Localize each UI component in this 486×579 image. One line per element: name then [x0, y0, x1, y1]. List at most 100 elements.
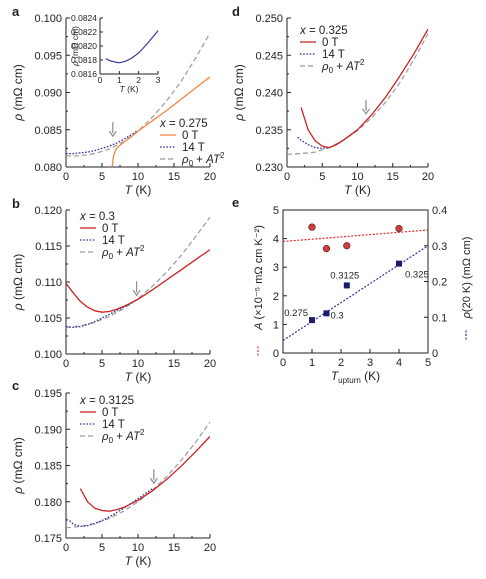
x-tick-label: 20	[204, 358, 216, 370]
y-axis-label: ρ (mΩ cm)	[11, 437, 25, 495]
y-tick-label: 0.185	[34, 461, 62, 473]
series-14T-line	[66, 298, 139, 329]
legend-title: x = 0.3	[79, 211, 115, 223]
series-0T-line	[79, 436, 210, 512]
series-fit-line	[66, 216, 210, 328]
x-axis-unit: (K)	[361, 369, 380, 383]
y-tick-label: 0.190	[34, 424, 62, 436]
x-tick-label: 20	[204, 171, 216, 183]
fit-rho: ρ	[101, 431, 109, 443]
x-axis-label: Tupturn (K)	[331, 369, 380, 385]
y-tick-label: 0.100	[34, 349, 62, 361]
y-tick-label: 0.105	[34, 313, 62, 325]
upturn-arrow-head	[149, 477, 158, 485]
rho20-point	[309, 317, 315, 324]
series-0T-line	[300, 28, 428, 149]
legend-title-var: x	[79, 395, 87, 407]
right-y-tick-label: 0.2	[432, 277, 447, 289]
x-tick-label: 4	[396, 357, 402, 369]
ylabel-symbol: ρ	[70, 61, 80, 67]
left-y-tick-label: 2	[273, 291, 279, 303]
legend-title-var: x	[159, 118, 167, 130]
x-tick-label: 0	[63, 542, 69, 554]
inset-x-symbol: T	[120, 84, 126, 94]
y-tick-label: 0.095	[34, 50, 62, 62]
upturn-arrow-head	[361, 108, 370, 115]
ylabel-unit: (mΩ cm)	[11, 64, 25, 114]
series-fit-line	[287, 33, 428, 155]
point-label: 0.3125	[330, 270, 359, 281]
inset-x-tick-label: 1	[117, 75, 122, 85]
legend-0T-label: 0 T	[102, 223, 118, 235]
legend-fit-label: ρ0 + AT2	[321, 58, 365, 75]
ylabel-symbol: ρ	[11, 303, 25, 311]
y-tick-label: 0.240	[255, 88, 283, 100]
fit-rho: ρ	[101, 247, 109, 259]
x-tick-label: 15	[168, 171, 180, 183]
x-tick-label: 20	[422, 171, 434, 183]
y-tick-label: 0.100	[34, 13, 62, 25]
y-axis-label: ρ (mΩ cm)	[11, 64, 25, 122]
fit-sub: 0	[109, 252, 114, 261]
x-axis-symbol: T	[125, 183, 134, 197]
x-tick-label: 0	[284, 171, 290, 183]
rho20-fit-line	[282, 245, 429, 341]
series-14T-line	[66, 129, 139, 155]
A-point	[395, 224, 403, 233]
legend-14T-label: 14 T	[102, 235, 125, 247]
left-y-label: A (×10⁻⁵ mΩ cm K⁻²)	[253, 225, 265, 331]
point-label: 0.325	[405, 270, 429, 281]
series-14T-line	[69, 488, 153, 528]
x-tick-label: 0	[63, 171, 69, 183]
right-y-tick-label: 0.3	[432, 241, 447, 253]
A-point	[343, 242, 351, 250]
right-y-tick-label: 0.4	[432, 205, 447, 217]
x-tick-label: 5	[99, 358, 105, 370]
legend-0T-label: 0 T	[322, 37, 338, 49]
legend-fit-label: ρ0 + AT2	[181, 151, 225, 168]
x-tick-label: 5	[319, 171, 325, 183]
inset-x-unit: (K)	[125, 84, 139, 94]
y-tick-label: 0.080	[34, 162, 62, 174]
inset-y-tick-label: 0.0818	[71, 55, 97, 65]
series-14T-line	[297, 129, 358, 150]
point-label: 0.275	[284, 308, 308, 319]
inset-x-tick-label: 3	[156, 75, 161, 85]
legend-title-var: x	[299, 25, 307, 37]
fit-plus: +	[113, 247, 126, 259]
x-tick-label: 5	[99, 171, 105, 183]
legend-title-value: = 0.3125	[86, 395, 134, 407]
left-y-unit: (×10⁻⁵ mΩ cm K⁻²)	[253, 225, 265, 322]
panel-label-b: b	[12, 196, 20, 211]
ylabel-symbol: ρ	[11, 487, 25, 495]
left-y-tick-label: 3	[273, 262, 279, 274]
rho20-point	[396, 260, 402, 267]
upturn-arrow-head	[132, 289, 141, 297]
x-tick-label: 15	[387, 171, 399, 183]
inset-x-tick-label: 0	[98, 75, 103, 85]
left-y-label-group: A (×10⁻⁵ mΩ cm K⁻²)	[253, 225, 265, 356]
series-0T-line	[111, 76, 210, 167]
inset-14T-line	[105, 30, 159, 64]
legend-0T-label: 0 T	[102, 407, 118, 419]
x-axis-symbol: T	[331, 369, 340, 383]
x-axis-label: T (K)	[344, 183, 371, 197]
x-tick-label: 2	[338, 357, 344, 369]
fit-sup: 2	[220, 151, 225, 160]
x-axis-unit: (K)	[352, 183, 371, 197]
fit-AT: AT	[125, 247, 141, 259]
y-tick-label: 0.230	[255, 162, 283, 174]
point-label: 0.3	[331, 310, 344, 321]
left-y-symbol: A	[253, 323, 265, 331]
x-tick-label: 10	[132, 171, 144, 183]
inset-x-tick-label: 2	[136, 75, 141, 85]
series-0T-line	[66, 249, 210, 313]
x-tick-label: 5	[99, 542, 105, 554]
ylabel-symbol: ρ	[232, 114, 246, 122]
right-y-symbol: ρ	[461, 312, 473, 319]
legend-title: x = 0.275	[159, 118, 208, 130]
